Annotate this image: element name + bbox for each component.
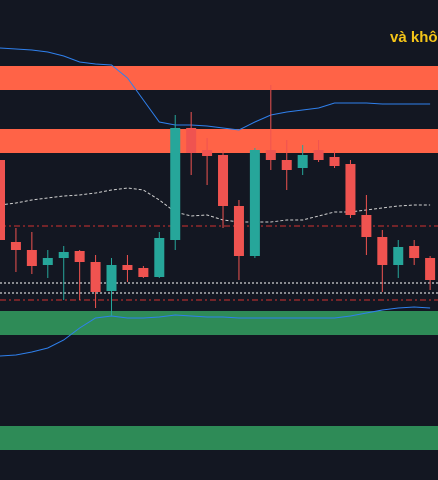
candle-body — [90, 262, 101, 292]
candle-body — [122, 265, 133, 270]
candle-body — [170, 128, 181, 240]
candle-body — [202, 150, 213, 156]
candle-body — [0, 160, 5, 240]
candle-body — [26, 250, 37, 266]
candle-body — [409, 246, 420, 258]
zone — [0, 426, 438, 450]
bands — [0, 47, 431, 357]
candle-body — [361, 215, 372, 237]
zones — [0, 66, 438, 450]
candle-body — [154, 238, 165, 277]
candle-body — [297, 155, 308, 168]
zone — [0, 129, 438, 153]
candle-body — [106, 265, 117, 291]
candle-body — [377, 237, 388, 265]
candle-body — [329, 157, 340, 166]
candle-body — [186, 128, 197, 153]
band-line — [0, 306, 431, 357]
chart-title: và khô — [390, 29, 438, 46]
candle-body — [42, 258, 53, 265]
candles — [0, 85, 436, 316]
candle-body — [249, 150, 260, 256]
candle-body — [138, 268, 149, 277]
candle-body — [58, 252, 69, 258]
candle-body — [265, 150, 276, 160]
candle-body — [281, 160, 292, 170]
band-line — [0, 187, 431, 223]
candle-body — [345, 164, 356, 215]
candle-body — [74, 251, 85, 262]
candle-body — [233, 206, 244, 256]
candle-body — [313, 150, 324, 160]
candle-body — [10, 242, 21, 250]
zone — [0, 66, 438, 90]
candle-body — [425, 258, 436, 280]
candle-body — [218, 155, 229, 206]
zone — [0, 311, 438, 335]
candle-body — [393, 247, 404, 265]
band-line — [0, 47, 431, 131]
